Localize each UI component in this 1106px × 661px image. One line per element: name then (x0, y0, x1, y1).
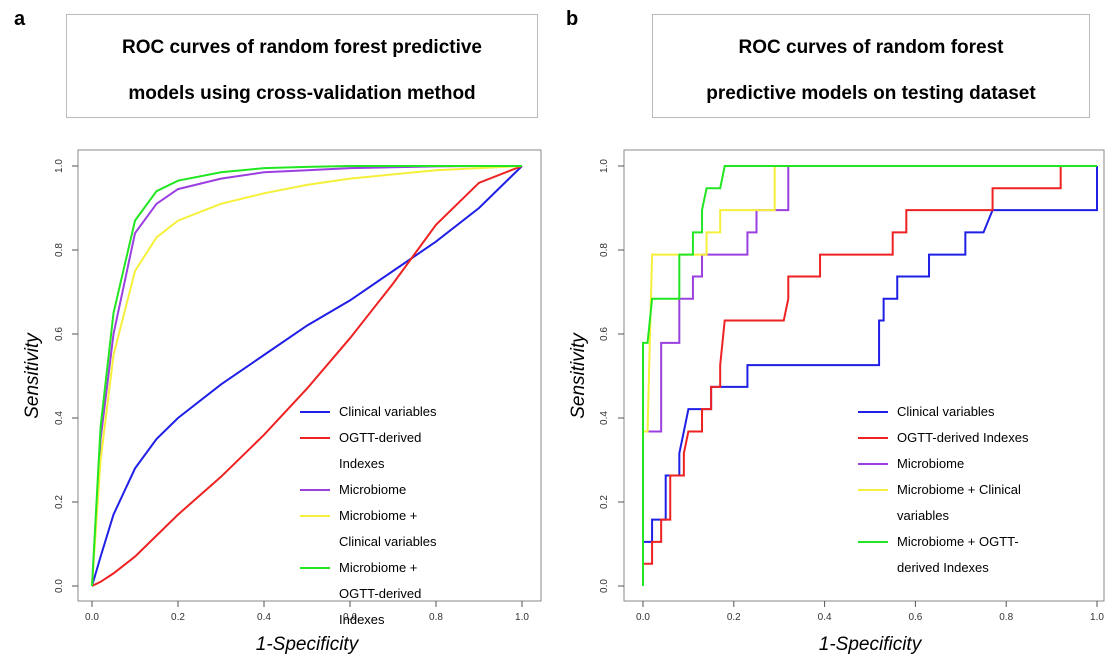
legend-item: Microbiome + OGTT-derived Indexes (858, 529, 1043, 581)
legend: Clinical variables OGTT-derived Indexes Mi… (300, 399, 460, 633)
x-tick-label: 0.6 (343, 612, 357, 623)
x-tick-label: 0.0 (85, 612, 99, 623)
roc-curve (91, 165, 523, 587)
legend-label: Microbiome + OGTT-derived Indexes (897, 534, 1019, 575)
legend-swatch (300, 567, 330, 569)
x-axis-label: 1-Specificity (256, 634, 360, 655)
x-tick-label: 1.0 (1090, 612, 1104, 623)
legend-label: Microbiome + Clinical variables (339, 508, 437, 549)
x-tick-label: 0.0 (636, 612, 650, 623)
legend-item: Microbiome (300, 477, 460, 503)
roc-curve (642, 166, 1098, 586)
legend-swatch (300, 411, 330, 413)
y-axis-label: Sensitivity (568, 332, 589, 419)
panel-label: b (566, 8, 579, 30)
x-tick-label: 0.2 (727, 612, 741, 623)
x-tick-label: 0.8 (429, 612, 443, 623)
x-axis-label: 1-Specificity (819, 634, 923, 655)
legend-label: Clinical variables (897, 404, 995, 419)
roc-curve (642, 165, 1097, 586)
legend-swatch (858, 463, 888, 465)
plot-frame (77, 149, 542, 602)
roc-curve (642, 165, 1097, 586)
legend-label: Microbiome (339, 482, 407, 497)
legend-label: Microbiome + Clinical variables (897, 482, 1021, 523)
chart-title-line: ROC curves of random forest (738, 37, 1004, 58)
legend-item: Microbiome + Clinical variables (300, 503, 460, 555)
legend-swatch (858, 489, 888, 491)
title-box: ROC curves of random forest predictive mo… (652, 14, 1090, 118)
y-tick-label: 0.6 (54, 327, 65, 341)
chart-title-line: models using cross-validation method (128, 83, 476, 104)
legend-swatch (858, 411, 888, 413)
legend-swatch (858, 437, 888, 439)
x-tick-label: 0.6 (908, 612, 922, 623)
y-tick-label: 1.0 (54, 159, 65, 173)
legend: Clinical variables OGTT-derived Indexes Mi… (858, 399, 1043, 581)
y-tick-label: 0.0 (599, 579, 610, 593)
y-tick-label: 0.4 (599, 411, 610, 425)
roc-curve (642, 165, 1097, 586)
title-box: ROC curves of random forest predictive mo… (66, 14, 538, 118)
x-tick-label: 0.8 (999, 612, 1013, 623)
y-axis-label: Sensitivity (22, 332, 43, 419)
panel-label: a (14, 8, 26, 30)
legend-item: OGTT-derived Indexes (858, 425, 1043, 451)
x-tick-label: 0.4 (257, 612, 271, 623)
legend-item: OGTT-derived Indexes (300, 425, 460, 477)
x-tick-label: 1.0 (515, 612, 529, 623)
y-tick-label: 0.8 (599, 243, 610, 257)
legend-item: Clinical variables (300, 399, 460, 425)
roc-curve (91, 165, 523, 587)
legend-item: Clinical variables (858, 399, 1043, 425)
chart-title-line: ROC curves of random forest predictive (121, 37, 483, 58)
legend-swatch (300, 437, 330, 439)
legend-item: Microbiome (858, 451, 1043, 477)
y-tick-label: 0.0 (54, 579, 65, 593)
y-tick-label: 1.0 (599, 159, 610, 173)
legend-swatch (300, 489, 330, 491)
legend-label: OGTT-derived Indexes (339, 430, 422, 471)
y-tick-label: 0.6 (599, 327, 610, 341)
roc-curve (91, 165, 523, 587)
x-tick-label: 0.2 (171, 612, 185, 623)
legend-label: Microbiome (897, 456, 965, 471)
y-tick-label: 0.2 (599, 495, 610, 509)
legend-label: Clinical variables (339, 404, 437, 419)
chart-title-line: predictive models on testing dataset (706, 83, 1036, 104)
plot-frame (623, 149, 1105, 602)
legend-swatch (858, 541, 888, 543)
legend-item: Microbiome + OGTT-derived Indexes (300, 555, 460, 633)
roc-curve (91, 165, 522, 587)
y-tick-label: 0.2 (54, 495, 65, 509)
legend-label: Microbiome + OGTT-derived Indexes (339, 560, 422, 627)
legend-item: Microbiome + Clinical variables (858, 477, 1043, 529)
legend-label: OGTT-derived Indexes (897, 430, 1029, 445)
y-tick-label: 0.4 (54, 411, 65, 425)
legend-swatch (300, 515, 330, 517)
x-tick-label: 0.4 (818, 612, 832, 623)
y-tick-label: 0.8 (54, 243, 65, 257)
